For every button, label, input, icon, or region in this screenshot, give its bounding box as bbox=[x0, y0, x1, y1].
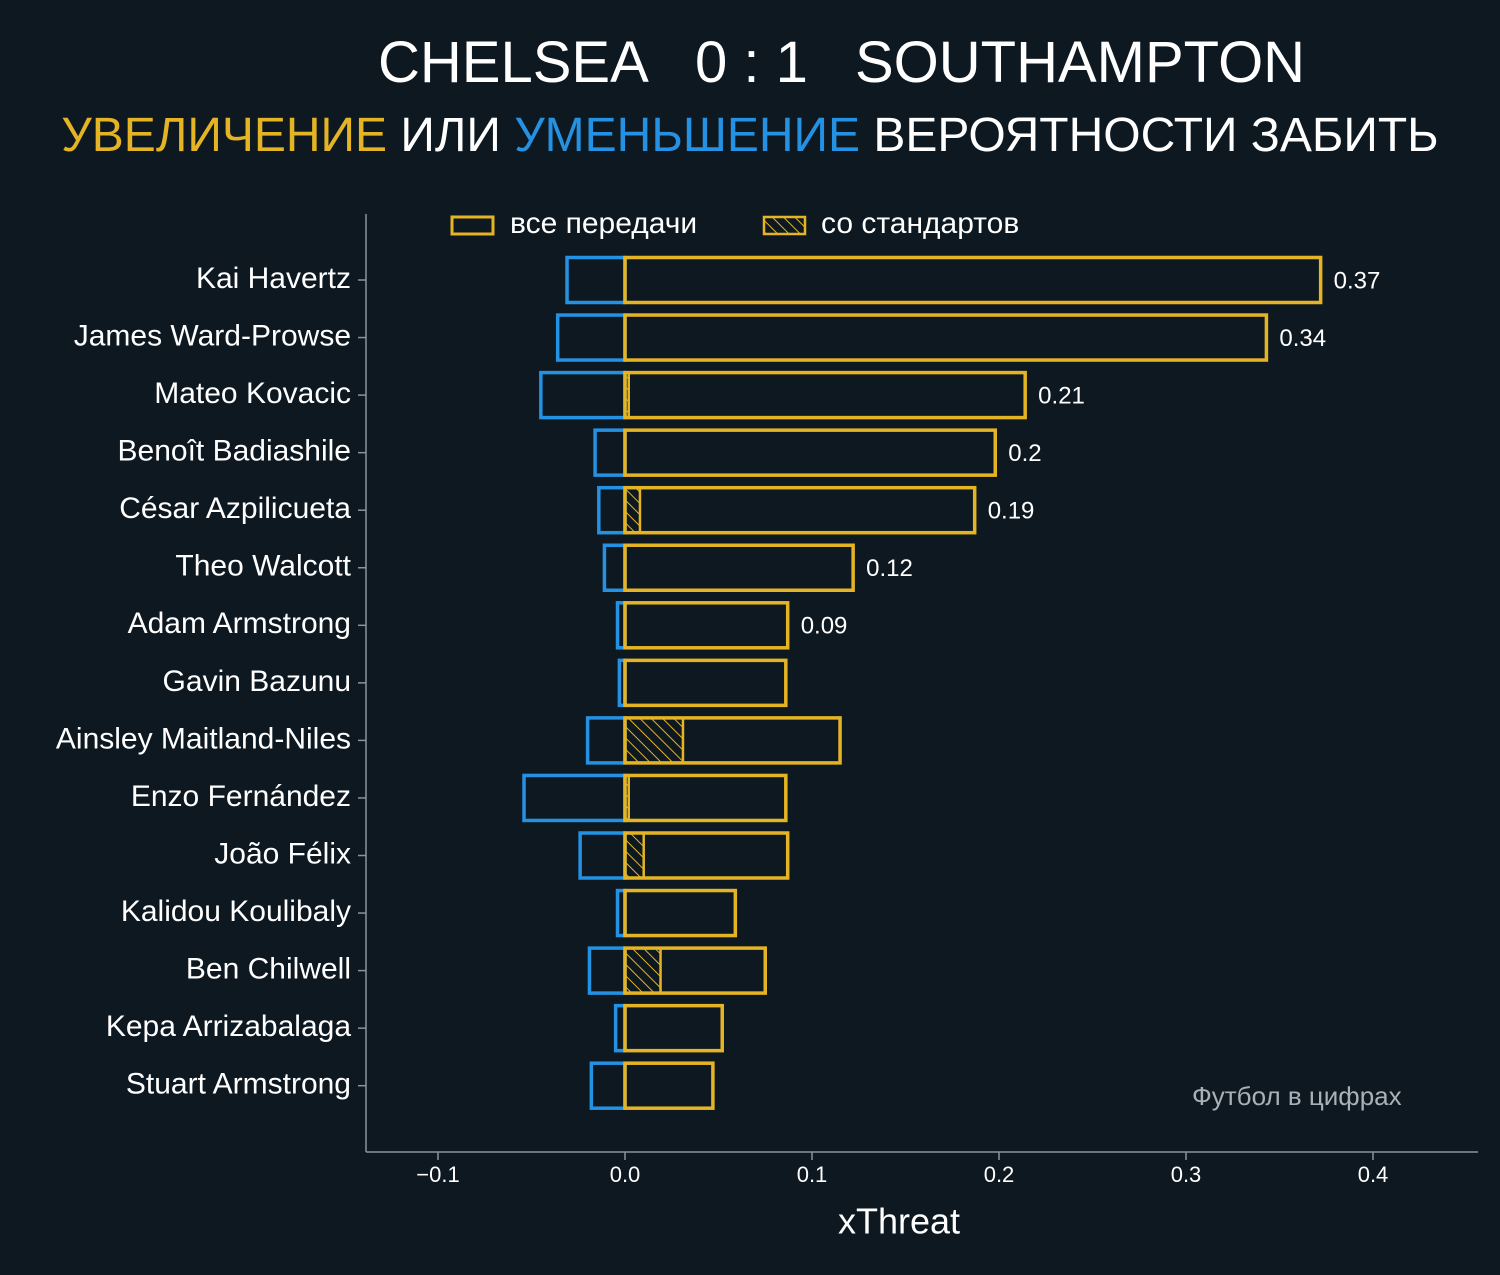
decrease-bar bbox=[597, 485, 627, 535]
decrease-bar bbox=[589, 1061, 627, 1110]
decrease-bar bbox=[578, 831, 627, 880]
set-piece-bar bbox=[623, 486, 642, 534]
y-tick-label: João Félix bbox=[214, 837, 351, 870]
subtitle-or: ИЛИ bbox=[387, 109, 515, 162]
title-score: 0 : 1 bbox=[695, 30, 808, 95]
x-tick-label: 0.1 bbox=[797, 1162, 828, 1187]
subtitle-increase: УВЕЛИЧЕНИЕ bbox=[61, 109, 388, 162]
data-label: 0.2 bbox=[1008, 440, 1041, 467]
decrease-bar bbox=[602, 543, 627, 592]
increase-bar bbox=[623, 485, 977, 535]
y-tick-label: Ben Chilwell bbox=[186, 953, 351, 986]
y-tick-label: Mateo Kovacic bbox=[154, 377, 351, 410]
x-tick-label: 0.0 bbox=[610, 1162, 641, 1187]
set-piece-bar bbox=[623, 946, 662, 995]
title-away-team: SOUTHAMPTON bbox=[855, 30, 1306, 95]
increase-bar bbox=[623, 1061, 715, 1110]
y-tick-label: Ainsley Maitland-Niles bbox=[56, 722, 351, 755]
increase-bar bbox=[623, 658, 788, 708]
decrease-bar bbox=[585, 716, 627, 765]
x-tick-label: −0.1 bbox=[416, 1162, 459, 1187]
set-piece-bar bbox=[623, 831, 645, 880]
labels: 0.37 0.34 0.21 0.2 0.19 0.12 0.09 bbox=[801, 267, 1381, 639]
decrease-bar bbox=[587, 946, 627, 995]
data-label: 0.37 bbox=[1334, 267, 1381, 294]
x-axis-label: xThreat bbox=[838, 1201, 960, 1242]
watermark: Футбол в цифрах bbox=[1192, 1081, 1402, 1111]
data-label: 0.09 bbox=[801, 613, 848, 640]
increase-bar bbox=[623, 888, 738, 938]
increase-bar bbox=[623, 313, 1269, 362]
data-label: 0.21 bbox=[1038, 382, 1085, 409]
bars bbox=[522, 255, 1323, 1110]
y-tick-label: Theo Walcott bbox=[175, 550, 351, 583]
legend-label: со стандартов bbox=[821, 207, 1019, 240]
y-tick-label: Kai Havertz bbox=[196, 262, 351, 295]
y-tick-label: James Ward-Prowse bbox=[74, 319, 351, 352]
increase-bar bbox=[623, 773, 788, 823]
legend-swatch-hatched bbox=[762, 215, 807, 236]
subtitle-decrease: УМЕНЬШЕНИЕ bbox=[514, 109, 861, 162]
increase-bar bbox=[623, 255, 1323, 305]
decrease-bar bbox=[522, 773, 627, 823]
decrease-bar bbox=[593, 428, 627, 477]
y-tick-label: Adam Armstrong bbox=[128, 607, 351, 640]
increase-bar bbox=[623, 543, 855, 592]
legend-label: все передачи bbox=[510, 207, 697, 240]
x-tick-label: 0.2 bbox=[984, 1162, 1015, 1187]
title-home-team: CHELSEA bbox=[378, 30, 649, 95]
y-tick-label: Gavin Bazunu bbox=[163, 665, 351, 698]
data-label: 0.19 bbox=[988, 498, 1035, 525]
legend: все передачи со стандартов bbox=[450, 207, 1019, 240]
increase-bar bbox=[623, 716, 842, 765]
legend-swatch-outline bbox=[450, 215, 495, 236]
data-label: 0.12 bbox=[866, 555, 913, 582]
increase-bar bbox=[623, 1003, 724, 1053]
y-tick-label: Enzo Fernández bbox=[131, 780, 351, 813]
axes: −0.1 0.0 0.1 0.2 0.3 0.4 xThreat Kai Havertz Jam… bbox=[56, 214, 1478, 1242]
increase-bar bbox=[623, 946, 767, 995]
increase-bar bbox=[623, 831, 790, 880]
data-label: 0.34 bbox=[1279, 325, 1326, 352]
y-tick-label: Kepa Arrizabalaga bbox=[106, 1010, 351, 1043]
y-tick-label: Stuart Armstrong bbox=[126, 1068, 351, 1101]
set-piece-bar bbox=[623, 716, 685, 765]
increase-bar bbox=[623, 428, 998, 477]
y-tick-label: Kalidou Koulibaly bbox=[121, 895, 351, 928]
subtitle-rest: ВЕРОЯТНОСТИ ЗАБИТЬ bbox=[860, 109, 1439, 162]
x-tick-label: 0.4 bbox=[1358, 1162, 1389, 1187]
increase-bar bbox=[623, 601, 790, 650]
decrease-bar bbox=[539, 370, 627, 420]
decrease-bar bbox=[565, 255, 627, 305]
subtitle: УВЕЛИЧЕНИЕ ИЛИ УМЕНЬШЕНИЕ ВЕРОЯТНОСТИ ЗА… bbox=[0, 108, 1500, 164]
y-tick-label: Benoît Badiashile bbox=[118, 435, 352, 468]
x-tick-label: 0.3 bbox=[1171, 1162, 1202, 1187]
increase-bar bbox=[623, 370, 1027, 420]
y-tick-label: César Azpilicueta bbox=[119, 492, 351, 525]
decrease-bar bbox=[555, 313, 627, 362]
title: CHELSEA 0 : 1 SOUTHAMPTON bbox=[0, 30, 1500, 100]
